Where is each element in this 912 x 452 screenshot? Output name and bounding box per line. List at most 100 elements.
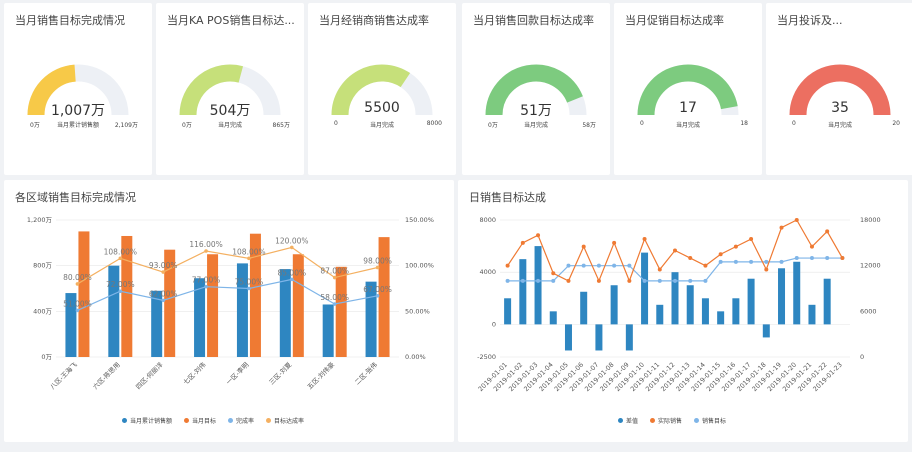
sales-goal-point: [536, 278, 541, 283]
legend-item-completion[interactable]: 完成率: [228, 416, 254, 425]
gauge-fill: [179, 64, 244, 116]
y-right-tick: 100.00%: [405, 262, 434, 270]
bar-diff: [747, 278, 755, 325]
gauge-subtitle: 当月完成: [369, 122, 394, 129]
target-rate-label: 120.00%: [275, 236, 308, 245]
legend-item-diff[interactable]: 差值: [618, 416, 638, 425]
sales-goal-point: [703, 278, 708, 283]
bar-target: [335, 266, 347, 357]
gauge-min: 0万: [182, 122, 192, 129]
bar-diff: [656, 304, 664, 325]
bar-diff: [808, 304, 816, 325]
target-rate-label: 80.00%: [63, 273, 92, 282]
gauge-dial: [789, 64, 891, 116]
y-right-tick: 12000: [860, 262, 881, 270]
bar-sales: [65, 293, 77, 357]
gauge-max: 2,109万: [114, 122, 138, 129]
daily-sales-legend: 差值 实际销售 销售目标: [618, 416, 726, 425]
bar-sales: [365, 281, 377, 357]
bar-diff: [534, 246, 542, 325]
bar-target: [378, 237, 390, 357]
sales-goal-point: [718, 259, 723, 264]
sales-goal-point: [749, 259, 754, 264]
gauge-max: 865万: [272, 122, 290, 129]
gauge-title: 当月KA POS销售目标达...: [167, 14, 295, 27]
sales-goal-point: [551, 278, 556, 283]
bar-diff: [823, 278, 831, 325]
bar-diff: [564, 324, 572, 351]
gauge-card: 当月销售目标完成情况 1,007万 当月累计销售额 0万 2,109万: [4, 3, 152, 175]
sales-goal-point: [596, 263, 601, 268]
region-sales-title: 各区域销售目标完成情况: [15, 191, 136, 204]
bar-sales: [194, 278, 206, 357]
gauge-subtitle: 当月完成: [523, 122, 548, 129]
target-rate-point: [332, 275, 337, 280]
gauge-min: 0万: [488, 122, 498, 129]
completion-label: 62.00%: [149, 289, 178, 298]
y-left-tick: 0: [492, 320, 496, 328]
sales-goal-point: [657, 278, 662, 283]
legend-item-sales[interactable]: 当月累计销售额: [122, 416, 172, 425]
actual-sales-point: [551, 271, 556, 276]
bar-sales: [236, 263, 248, 357]
target-rate-point: [75, 282, 80, 286]
y-right-tick: 0.00%: [405, 353, 426, 361]
actual-sales-point: [673, 248, 677, 253]
sales-goal-point: [764, 259, 769, 264]
daily-sales-chart: -25000400080000600012000180002019-01-012…: [477, 216, 881, 393]
gauge-card: 当月经销商销售达成率 5500 当月完成 0 8000: [308, 3, 456, 175]
gauge-title: 当月投诉及...: [777, 14, 843, 27]
completion-label: 72.00%: [106, 280, 135, 289]
target-rate-point: [204, 249, 208, 253]
gauge-fill: [331, 64, 411, 116]
gauge-fill: [485, 64, 583, 116]
gauge-subtitle: 当月完成: [827, 122, 852, 129]
sales-goal-point: [688, 278, 693, 283]
x-tick-label: 一区-李明: [224, 360, 251, 387]
bar-diff: [625, 324, 633, 351]
y-left-tick: 8000: [479, 216, 496, 224]
gauge-card: 当月KA POS销售目标达... 504万 当月完成 0万 865万: [156, 3, 304, 175]
gauge-value: 17: [679, 100, 697, 116]
legend-item-target-rate[interactable]: 目标达成率: [266, 416, 304, 425]
x-tick-label: 五区-刘伟豪: [305, 360, 336, 391]
bar-diff: [504, 298, 512, 325]
bar-sales: [322, 304, 334, 357]
gauge-fill: [789, 64, 891, 116]
gauge-min: 0万: [30, 122, 40, 129]
region-sales-legend: 当月累计销售额 当月目标 完成率 目标达成率: [122, 416, 304, 425]
completion-label: 67.00%: [363, 285, 392, 294]
sales-goal-point: [627, 263, 632, 268]
completion-point: [332, 302, 337, 306]
gauge-dial: [27, 64, 129, 116]
target-rate-point: [161, 270, 165, 274]
actual-sales-point: [657, 267, 662, 272]
bar-target: [249, 233, 261, 357]
actual-sales-point: [809, 244, 814, 249]
x-tick-label: 二区-张伟: [353, 360, 380, 387]
target-rate-point: [375, 265, 380, 270]
y-left-tick: 0万: [41, 353, 52, 361]
sales-goal-point: [794, 256, 799, 261]
x-tick-label: 四区-何丽洋: [134, 360, 165, 391]
actual-sales-point: [688, 256, 693, 261]
actual-sales-point: [764, 267, 769, 272]
sales-goal-point: [673, 278, 677, 283]
sales-goal-point: [809, 256, 814, 261]
legend-item-actual[interactable]: 实际销售: [650, 416, 682, 425]
legend-item-target[interactable]: 当月目标: [184, 416, 216, 425]
actual-sales-point: [840, 256, 845, 261]
gauge-min: 0: [334, 120, 338, 127]
legend-item-goal[interactable]: 销售目标: [694, 416, 726, 425]
actual-sales-point: [703, 263, 708, 268]
gauge-min: 0: [640, 120, 644, 127]
gauge-title: 当月销售回款目标达成率: [473, 14, 594, 27]
bar-diff: [641, 252, 649, 325]
gauge-min: 0: [792, 120, 796, 127]
gauge-card: 当月促销目标达成率 17 当月完成 0 18: [614, 3, 762, 175]
target-rate-point: [118, 256, 123, 261]
gauge-max: 58万: [582, 122, 596, 129]
gauge-value: 5500: [364, 100, 400, 116]
completion-point: [75, 308, 80, 313]
actual-sales-point: [642, 237, 647, 242]
